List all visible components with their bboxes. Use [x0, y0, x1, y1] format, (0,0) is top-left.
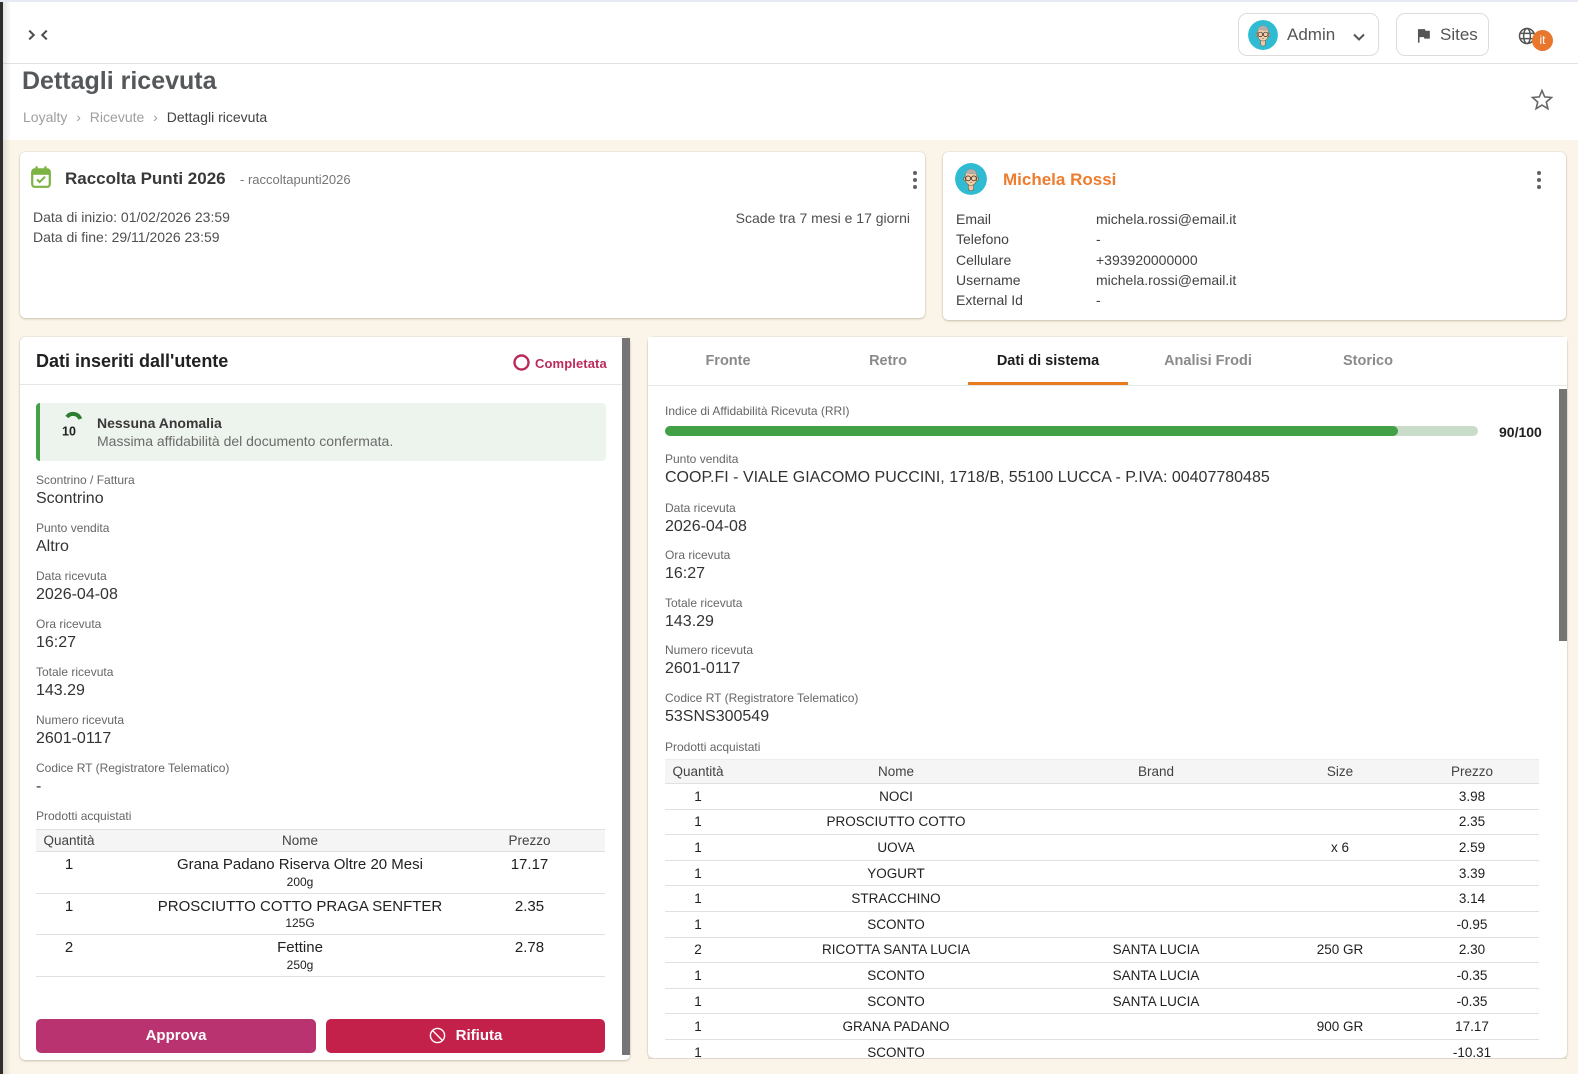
svg-text:10: 10: [62, 425, 76, 439]
